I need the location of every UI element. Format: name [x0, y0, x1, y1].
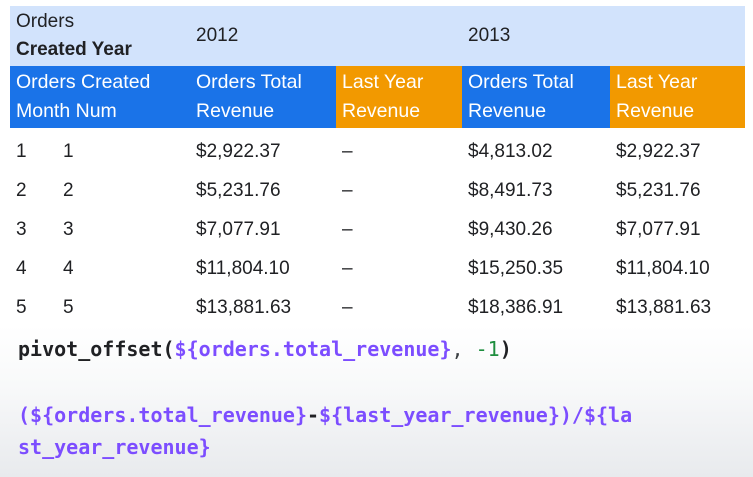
column-header-month-num[interactable]: Orders Created Month Num	[10, 66, 190, 128]
column-header-total-revenue-2013[interactable]: Orders Total Revenue	[462, 66, 610, 128]
pivot-year-2012-label: 2012	[196, 25, 239, 46]
revenue-2012-cell: $7,077.91	[196, 218, 281, 240]
code-field-reference: ${la	[583, 403, 633, 427]
formula-percent-change-line1: (${orders.total_revenue}-${last_year_rev…	[18, 401, 632, 429]
formula-code-block: pivot_offset(${orders.total_revenue}, -1…	[0, 325, 753, 477]
code-separator: ,	[451, 337, 476, 361]
pivot-year-2013[interactable]: 2013	[462, 6, 745, 66]
column-header-last-year-revenue-2013-line1: Last Year	[616, 71, 698, 93]
code-number: -1	[475, 337, 500, 361]
table-row: 3 3 $7,077.91 – $9,430.26 $7,077.91	[10, 210, 745, 249]
month-num-cell: 2	[63, 179, 74, 201]
revenue-2013-cell: $15,250.35	[468, 257, 564, 279]
column-header-total-revenue-2012-line2: Revenue	[196, 100, 275, 122]
code-field-reference: ${orders.total_revenue}	[30, 403, 307, 427]
column-header-last-year-revenue-2013[interactable]: Last Year Revenue	[610, 66, 745, 128]
row-index: 1	[16, 140, 27, 162]
code-operator: )/	[559, 403, 584, 427]
month-num-cell: 4	[63, 257, 74, 279]
revenue-2012-cell: $2,922.37	[196, 140, 281, 162]
last-year-2013-cell: $2,922.37	[616, 140, 701, 162]
pivot-header-row: Orders Created Year 2012 2013	[10, 6, 745, 66]
month-num-cell: 1	[63, 140, 74, 162]
table-row: 5 5 $13,881.63 – $18,386.91 $13,881.63	[10, 288, 745, 327]
pivot-dimension-label-line2: Created Year	[16, 39, 132, 60]
row-index: 5	[16, 296, 27, 318]
code-field-reference: ${orders.total_revenue}	[174, 337, 452, 361]
last-year-2013-cell: $5,231.76	[616, 179, 701, 201]
code-open-paren: (	[18, 403, 31, 427]
revenue-2012-cell: $13,881.63	[196, 296, 292, 318]
formula-pivot-offset: pivot_offset(${orders.total_revenue}, -1…	[18, 335, 512, 363]
column-header-row: Orders Created Month Num Orders Total Re…	[10, 66, 745, 128]
revenue-2013-cell: $4,813.02	[468, 140, 553, 162]
code-operator: -	[307, 403, 320, 427]
pivot-year-2013-label: 2013	[468, 25, 511, 46]
column-header-total-revenue-2013-line2: Revenue	[468, 100, 547, 122]
column-header-last-year-revenue-2012-line1: Last Year	[342, 71, 424, 93]
table-row: 4 4 $11,804.10 – $15,250.35 $11,804.10	[10, 249, 745, 288]
revenue-2013-cell: $8,491.73	[468, 179, 553, 201]
last-year-2012-cell: –	[342, 257, 353, 279]
column-header-last-year-revenue-2012-line2: Revenue	[342, 100, 421, 122]
code-close-paren: )	[499, 337, 512, 361]
month-num-cell: 3	[63, 218, 74, 240]
column-header-total-revenue-2013-line1: Orders Total	[468, 71, 574, 93]
code-field-reference: ${last_year_revenue}	[319, 403, 560, 427]
last-year-2013-cell: $13,881.63	[616, 296, 712, 318]
table-row: 1 1 $2,922.37 – $4,813.02 $2,922.37	[10, 132, 745, 171]
last-year-2012-cell: –	[342, 140, 353, 162]
formula-percent-change-line2: st_year_revenue}	[18, 433, 211, 461]
row-index: 4	[16, 257, 27, 279]
last-year-2012-cell: –	[342, 179, 353, 201]
last-year-2013-cell: $7,077.91	[616, 218, 701, 240]
column-header-last-year-revenue-2012[interactable]: Last Year Revenue	[336, 66, 462, 128]
row-index: 3	[16, 218, 27, 240]
column-header-total-revenue-2012-line1: Orders Total	[196, 71, 302, 93]
code-field-reference: st_year_revenue}	[18, 435, 211, 459]
last-year-2012-cell: –	[342, 218, 353, 240]
last-year-2012-cell: –	[342, 296, 353, 318]
revenue-2012-cell: $5,231.76	[196, 179, 281, 201]
column-header-month-num-line2: Month Num	[16, 100, 117, 122]
table-row: 2 2 $5,231.76 – $8,491.73 $5,231.76	[10, 171, 745, 210]
pivot-dimension-label-line1: Orders	[16, 11, 75, 32]
last-year-2013-cell: $11,804.10	[616, 257, 710, 279]
column-header-last-year-revenue-2013-line2: Revenue	[616, 100, 695, 122]
month-num-cell: 5	[63, 296, 74, 318]
column-header-month-num-line1: Orders Created	[16, 71, 151, 93]
row-index: 2	[16, 179, 27, 201]
revenue-2013-cell: $18,386.91	[468, 296, 564, 318]
column-header-total-revenue-2012[interactable]: Orders Total Revenue	[190, 66, 336, 128]
pivot-year-2012[interactable]: 2012	[190, 6, 462, 66]
pivot-dimension-label: Orders Created Year	[10, 6, 190, 66]
revenue-2012-cell: $11,804.10	[196, 257, 290, 279]
code-function: pivot_offset(	[18, 337, 175, 361]
revenue-2013-cell: $9,430.26	[468, 218, 553, 240]
